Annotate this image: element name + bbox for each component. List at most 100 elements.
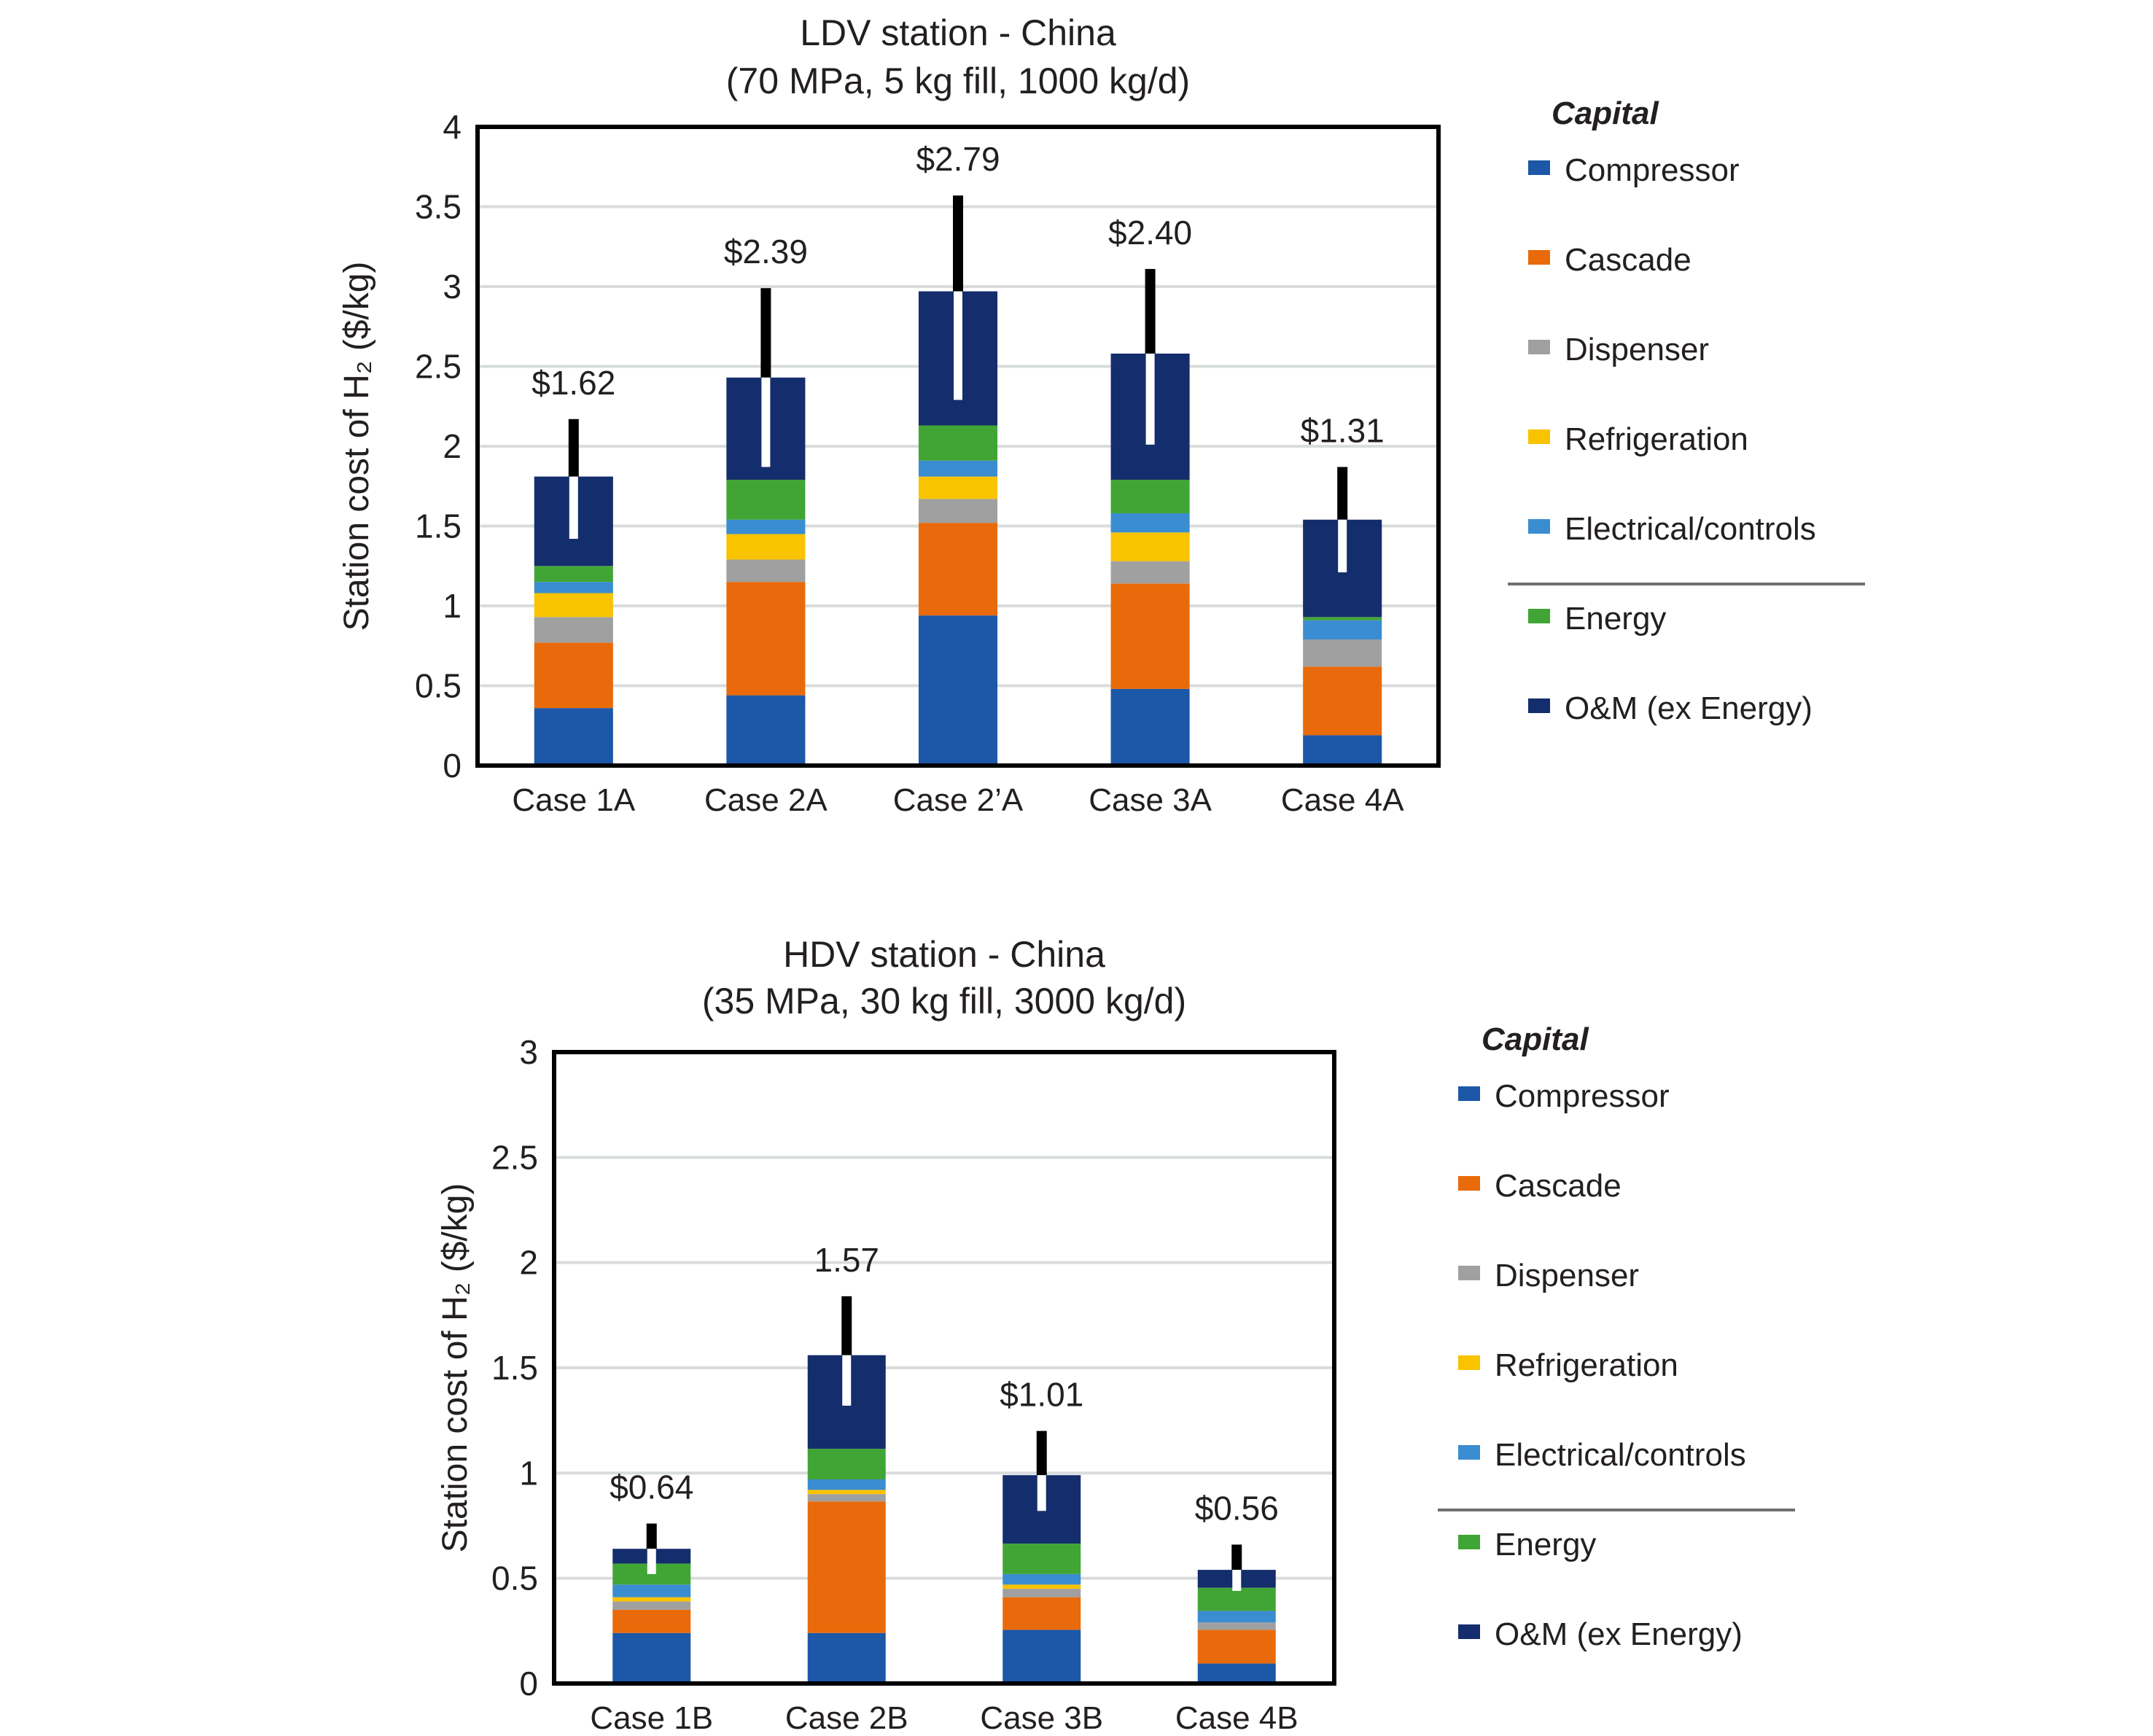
legend-label: Refrigeration [1565, 421, 1748, 457]
bar-segment-energy [918, 425, 998, 461]
legend-item: Compressor [1528, 152, 1740, 188]
bar-segment-compressor [1197, 1663, 1276, 1684]
y-tick-label: 1 [443, 587, 462, 625]
legend-item: Electrical/controls [1458, 1437, 1746, 1473]
data-label: $2.79 [916, 140, 1000, 178]
bar-segment-compressor [1110, 688, 1190, 766]
x-tick-label: Case 2B [785, 1700, 908, 1736]
error-bar-lower [761, 377, 771, 467]
bar-stack: $2.79 [916, 140, 1000, 766]
bar-segment-compressor [726, 695, 806, 766]
bar-segment-cascade [726, 582, 806, 696]
y-tick-label: 1.5 [491, 1349, 538, 1387]
data-label: $1.62 [532, 364, 615, 402]
x-tick-label: Case 3A [1089, 782, 1212, 818]
bar-segment-electrical-controls [807, 1479, 886, 1490]
legend-heading: Capital [1482, 1021, 1589, 1057]
legend-item: Refrigeration [1458, 1347, 1678, 1383]
bar-segment-dispenser [807, 1494, 886, 1502]
bar-segment-cascade [534, 642, 613, 709]
bar-segment-cascade [918, 523, 998, 616]
legend-item: Energy [1528, 601, 1666, 637]
y-tick-label: 4 [443, 108, 462, 146]
legend-item: Energy [1458, 1527, 1596, 1562]
legend-item: Dispenser [1458, 1258, 1639, 1293]
bar-stack: $0.56 [1195, 1489, 1279, 1684]
legend-swatch [1528, 609, 1550, 623]
plot-frame [475, 125, 1441, 768]
bar-segment-cascade [1002, 1597, 1081, 1630]
legend-label: Electrical/controls [1495, 1437, 1746, 1473]
legend-swatch [1528, 340, 1550, 354]
error-bar-upper [760, 288, 771, 378]
legend-item: Cascade [1528, 242, 1691, 278]
bar-segment-electrical-controls [726, 519, 806, 534]
bar-segment-energy [1110, 479, 1190, 513]
y-tick-label: 2.5 [415, 348, 462, 386]
legend-label: Cascade [1495, 1168, 1621, 1204]
legend: Capital Compressor Cascade Dispenser Refrige… [1508, 96, 1865, 726]
y-tick-label: 2 [443, 427, 462, 465]
legend-swatch [1458, 1266, 1480, 1280]
x-tick-label: Case 1A [512, 782, 635, 818]
error-bar-lower [1232, 1570, 1242, 1591]
chart-subtitle: (70 MPa, 5 kg fill, 1000 kg/d) [726, 61, 1190, 101]
bar-segment-compressor [1002, 1630, 1081, 1684]
data-label: $2.40 [1108, 214, 1192, 252]
legend-label: Compressor [1565, 152, 1740, 188]
bar-segment-electrical-controls [1110, 513, 1190, 533]
legend-swatch [1528, 698, 1550, 713]
bar-segment-energy [1197, 1587, 1276, 1611]
legend-heading: Capital [1552, 96, 1659, 131]
bar-segment-refrigeration [534, 593, 613, 618]
bar-stack: $1.62 [532, 364, 615, 766]
error-bar-upper [1231, 1544, 1242, 1570]
legend-label: Electrical/controls [1565, 511, 1816, 547]
error-bar-upper [1036, 1431, 1047, 1476]
error-bar-upper [568, 419, 579, 477]
bar-segment-electrical-controls [918, 460, 998, 477]
y-tick-label: 0 [443, 747, 462, 785]
bar-segment-electrical-controls [1002, 1573, 1081, 1585]
legend-label: O&M (ex Energy) [1565, 690, 1813, 726]
bar-segment-cascade [1110, 583, 1190, 689]
bar-segment-energy [726, 479, 806, 520]
x-tick-label: Case 1B [590, 1700, 713, 1736]
bar-segment-cascade [1303, 666, 1382, 736]
data-label: $1.31 [1301, 411, 1385, 449]
x-tick-label: Case 2A [704, 782, 828, 818]
legend-item: O&M (ex Energy) [1458, 1616, 1743, 1652]
error-bar-lower [1037, 1475, 1046, 1511]
y-tick-label: 3.5 [415, 188, 462, 226]
legend-swatch [1458, 1535, 1480, 1549]
y-tick-label: 1.5 [415, 507, 462, 545]
bar-segment-cascade [612, 1609, 691, 1633]
y-tick-label: 0.5 [491, 1560, 538, 1597]
legend-label: O&M (ex Energy) [1495, 1616, 1743, 1652]
legend-swatch [1528, 519, 1550, 534]
bar-stack: $1.01 [1000, 1376, 1083, 1684]
bar-segment-energy [1303, 617, 1382, 620]
bar-segment-refrigeration [726, 534, 806, 560]
legend-swatch [1458, 1445, 1480, 1460]
bar-segment-compressor [612, 1632, 691, 1684]
legend-swatch [1528, 250, 1550, 265]
chart-ldv: LDV station - China (70 MPa, 5 kg fill, 1… [338, 12, 1865, 818]
x-tick-label: Case 2’A [893, 782, 1024, 818]
bar-stack: $2.40 [1108, 214, 1192, 766]
error-bar-lower [1338, 519, 1347, 573]
legend-swatch [1528, 429, 1550, 444]
legend-label: Cascade [1565, 242, 1691, 278]
y-tick-label: 0 [519, 1665, 538, 1702]
error-bar-upper [1145, 268, 1156, 354]
legend-label: Dispenser [1565, 332, 1709, 367]
legend-label: Refrigeration [1495, 1347, 1678, 1383]
y-tick-label: 2.5 [491, 1138, 538, 1176]
plot-frame [552, 1050, 1336, 1686]
legend-label: Energy [1565, 601, 1666, 637]
chart-title: HDV station - China [783, 934, 1105, 975]
bar-segment-refrigeration [612, 1597, 691, 1602]
bar-segment-dispenser [726, 559, 806, 583]
data-label: $2.39 [724, 233, 808, 270]
